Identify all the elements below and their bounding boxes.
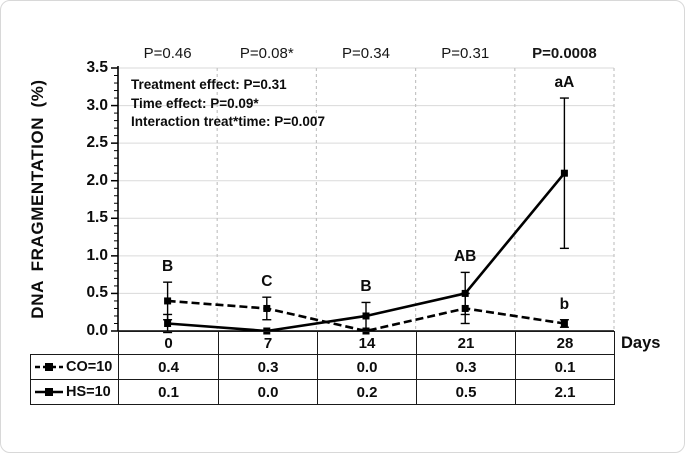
- y-tick-label: 0.0: [86, 322, 108, 339]
- significance-letter: b: [559, 295, 570, 313]
- table-row-hs: HS=10 0.1 0.0 0.2 0.5 2.1: [30, 379, 615, 405]
- table-cell: 0.2: [317, 379, 417, 405]
- y-tick-label: 0.5: [86, 284, 108, 302]
- dashed-line-square-marker-icon: [35, 363, 63, 371]
- table-cell: 0.5: [416, 379, 516, 405]
- y-tick-label: 3.5: [86, 59, 108, 76]
- table-cell: 0.0: [218, 379, 318, 405]
- significance-letter: B: [360, 278, 372, 296]
- table-cell: 2.1: [515, 379, 615, 405]
- table-cell: 0.0: [317, 354, 417, 380]
- y-tick-label: 3.0: [86, 96, 108, 114]
- p-value-row: P=0.46 P=0.08* P=0.34 P=0.31 P=0.0008: [1, 45, 685, 63]
- solid-line-square-marker-icon: [35, 388, 63, 396]
- p-value-label: P=0.31: [441, 45, 490, 62]
- y-tick-label: 2.0: [86, 171, 108, 189]
- p-value-label: P=0.46: [143, 45, 192, 62]
- series-line-CO=10: [167, 299, 565, 333]
- y-tick-label: 1.0: [86, 246, 108, 264]
- p-value-label: P=0.34: [342, 45, 390, 62]
- x-tick-label: 0: [118, 331, 219, 355]
- x-tick-label: 28: [515, 331, 615, 355]
- p-value-label: P=0.0008: [532, 45, 597, 62]
- table-row-co: CO=10 0.4 0.3 0.0 0.3 0.1: [30, 354, 615, 380]
- data-point-marker-HS=10: [560, 169, 568, 177]
- y-axis-title: DNA FRAGMENTATION (%): [28, 79, 47, 319]
- stats-line-interaction: Interaction treat*time: P=0.007: [131, 114, 325, 129]
- data-point-marker-HS=10: [362, 312, 370, 320]
- stats-annotation-box: Treatment effect: P=0.31 Time effect: P=…: [131, 76, 325, 132]
- legend-cell-hs: HS=10: [30, 379, 119, 405]
- data-point-marker-CO=10: [263, 304, 271, 312]
- table-cell: 0.1: [118, 379, 219, 405]
- table-cell: 0.4: [118, 354, 219, 380]
- legend-cell-co: CO=10: [30, 354, 119, 380]
- significance-letter: C: [261, 273, 273, 291]
- x-tick-label: 21: [416, 331, 516, 355]
- table-cell: 0.1: [515, 354, 615, 380]
- data-point-marker-HS=10: [164, 319, 172, 327]
- table-cell: 0.3: [218, 354, 318, 380]
- significance-letter: aA: [554, 74, 575, 92]
- x-axis-labels-row: 0 7 14 21 28: [31, 331, 615, 355]
- significance-letter: B: [161, 258, 174, 276]
- x-axis-title: Days: [621, 334, 661, 352]
- legend-label-hs: HS=10: [66, 384, 111, 400]
- data-point-marker-CO=10: [560, 319, 568, 327]
- table-cell: 0.3: [416, 354, 516, 380]
- legend-label-co: CO=10: [66, 359, 113, 375]
- p-value-label: P=0.08*: [239, 45, 294, 62]
- x-tick-label: 14: [317, 331, 417, 355]
- data-point-marker-CO=10: [164, 297, 172, 305]
- y-tick-label: 1.5: [86, 209, 108, 227]
- significance-letter: AB: [453, 248, 477, 266]
- y-tick-label: 2.5: [86, 134, 108, 152]
- x-tick-label: 7: [218, 331, 318, 355]
- data-table: 0 7 14 21 28 CO=10 0.4 0.3 0.0 0.3 0.1: [30, 331, 615, 405]
- table-corner-blank: [31, 332, 119, 355]
- data-point-marker-HS=10: [461, 289, 469, 297]
- stats-line-treatment: Treatment effect: P=0.31: [131, 77, 287, 92]
- stats-line-time: Time effect: P=0.09*: [131, 95, 259, 111]
